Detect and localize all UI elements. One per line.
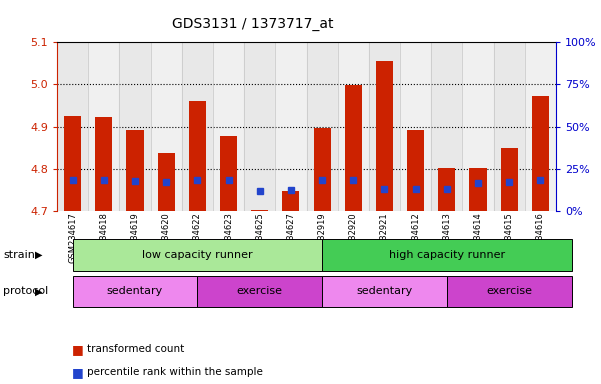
Text: protocol: protocol	[3, 286, 48, 296]
Text: ■: ■	[72, 343, 84, 356]
Bar	[157, 153, 175, 211]
Text: strain: strain	[3, 250, 35, 260]
Bar	[469, 168, 487, 211]
Text: sedentary: sedentary	[107, 286, 163, 296]
Text: ▶: ▶	[35, 250, 42, 260]
Bar	[438, 168, 456, 211]
Bar	[57, 42, 88, 211]
Bar	[64, 116, 81, 211]
Bar	[126, 130, 144, 211]
Bar	[493, 42, 525, 211]
Text: ■: ■	[72, 366, 84, 379]
Text: exercise: exercise	[486, 286, 532, 296]
Bar	[338, 42, 369, 211]
Bar	[400, 42, 432, 211]
Bar	[151, 42, 182, 211]
Bar	[213, 42, 244, 211]
Bar	[345, 85, 362, 211]
Text: percentile rank within the sample: percentile rank within the sample	[87, 367, 263, 377]
Bar	[88, 42, 120, 211]
Bar	[244, 42, 275, 211]
Bar	[462, 42, 493, 211]
Bar	[189, 101, 206, 211]
Bar	[407, 130, 424, 211]
Text: sedentary: sedentary	[356, 286, 412, 296]
Bar	[282, 191, 299, 211]
Text: ▶: ▶	[35, 286, 42, 296]
Bar	[525, 42, 556, 211]
Bar	[314, 128, 331, 211]
Bar	[120, 42, 151, 211]
Text: low capacity runner: low capacity runner	[142, 250, 252, 260]
Bar	[275, 42, 307, 211]
Bar	[182, 42, 213, 211]
Bar	[251, 210, 268, 211]
Bar	[307, 42, 338, 211]
Text: GDS3131 / 1373717_at: GDS3131 / 1373717_at	[172, 17, 333, 31]
Bar	[532, 96, 549, 211]
Text: high capacity runner: high capacity runner	[389, 250, 505, 260]
Text: transformed count: transformed count	[87, 344, 185, 354]
Text: exercise: exercise	[237, 286, 282, 296]
Bar	[96, 118, 112, 211]
Bar	[432, 42, 462, 211]
Bar	[501, 148, 517, 211]
Bar	[220, 136, 237, 211]
Bar	[369, 42, 400, 211]
Bar	[376, 61, 393, 211]
